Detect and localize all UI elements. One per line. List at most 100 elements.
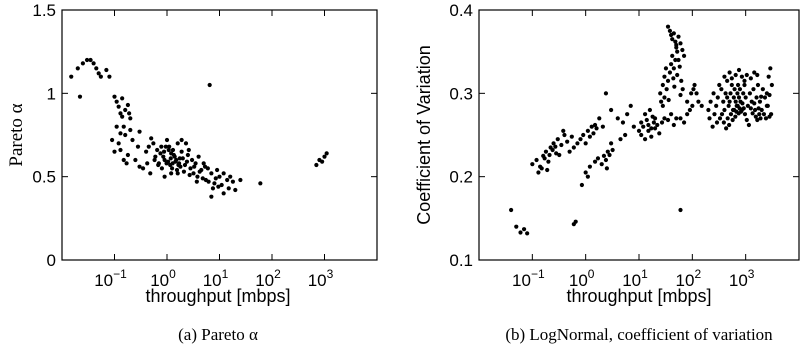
y-axis-label-a: Pareto α <box>6 103 27 166</box>
data-point-b-15 <box>551 141 556 146</box>
data-point-b-191 <box>714 120 720 125</box>
data-point-a-22 <box>121 157 126 163</box>
data-point-a-96 <box>137 129 142 134</box>
data-point-b-224 <box>748 106 753 111</box>
data-point-b-149 <box>723 91 728 96</box>
data-point-a-87 <box>192 164 197 169</box>
data-point-b-216 <box>733 72 738 78</box>
data-point-b-119 <box>660 103 665 108</box>
data-point-b-82 <box>646 128 651 133</box>
data-point-b-61 <box>615 116 620 121</box>
data-point-b-44 <box>583 170 588 175</box>
data-point-a-131 <box>175 171 180 176</box>
data-point-b-185 <box>766 74 771 79</box>
x-ticks-a: 10−1 100 101 102 103 <box>94 10 334 290</box>
data-point-a-73 <box>158 151 163 156</box>
data-point-b-111 <box>676 34 681 39</box>
data-point-b-125 <box>679 78 684 83</box>
data-point-b-107 <box>670 37 675 42</box>
data-point-a-28 <box>137 164 142 169</box>
data-point-b-148 <box>722 107 727 113</box>
data-point-b-105 <box>667 28 673 33</box>
data-point-b-4 <box>525 231 530 236</box>
data-point-a-42 <box>175 141 180 146</box>
data-point-b-22 <box>542 156 547 161</box>
data-point-a-3 <box>80 61 85 66</box>
data-point-b-6 <box>573 219 578 224</box>
data-point-b-67 <box>631 124 636 129</box>
plot-area-b <box>509 24 774 236</box>
data-point-a-2 <box>77 94 83 99</box>
data-point-b-64 <box>628 103 633 108</box>
data-point-b-229 <box>756 106 761 111</box>
data-point-a-123 <box>320 159 325 164</box>
data-point-b-48 <box>599 162 604 167</box>
caption-b: (b) LogNormal, coefficient of variation <box>505 325 773 344</box>
data-point-b-17 <box>555 137 560 142</box>
data-point-b-2 <box>518 230 523 235</box>
data-point-b-232 <box>760 87 765 92</box>
data-point-a-78 <box>169 166 175 171</box>
data-point-b-116 <box>662 95 667 100</box>
data-point-b-63 <box>625 112 630 117</box>
data-point-b-157 <box>732 87 737 92</box>
data-point-b-40 <box>591 131 596 136</box>
data-point-b-57 <box>585 174 590 179</box>
data-point-a-27 <box>133 157 138 163</box>
data-point-b-19 <box>562 132 567 138</box>
data-point-b-218 <box>739 74 745 79</box>
data-point-b-21 <box>539 166 544 171</box>
x-tick-label-a-1: 100 <box>150 267 176 290</box>
data-point-b-84 <box>652 126 658 131</box>
plot-area-a <box>69 57 329 199</box>
data-point-b-231 <box>759 94 764 99</box>
data-point-a-127 <box>183 141 189 146</box>
data-point-a-49 <box>188 166 193 171</box>
data-point-b-142 <box>711 91 716 96</box>
data-point-b-156 <box>731 95 736 100</box>
data-point-b-39 <box>589 124 594 129</box>
data-point-b-50 <box>603 157 609 163</box>
y-tick-label-b-3: 0.4 <box>449 1 473 20</box>
data-point-b-91 <box>674 116 679 121</box>
data-point-b-51 <box>605 149 610 154</box>
data-point-b-222 <box>752 70 757 75</box>
data-point-b-101 <box>673 57 678 63</box>
data-point-b-223 <box>755 72 760 78</box>
data-point-b-27 <box>557 152 562 158</box>
data-point-b-112 <box>678 41 683 46</box>
data-point-a-129 <box>169 171 174 176</box>
data-point-b-71 <box>642 112 648 117</box>
data-point-a-119 <box>230 179 235 184</box>
data-point-b-54 <box>604 166 609 171</box>
data-point-b-147 <box>721 99 726 104</box>
data-point-a-45 <box>179 149 184 154</box>
data-point-b-93 <box>660 82 665 88</box>
data-point-b-73 <box>646 122 651 128</box>
data-point-b-74 <box>647 107 652 113</box>
data-point-b-192 <box>717 116 723 121</box>
data-point-a-35 <box>162 157 167 163</box>
data-point-a-75 <box>163 144 168 149</box>
data-point-a-13 <box>114 99 119 104</box>
data-point-a-8 <box>96 71 101 76</box>
data-point-a-60 <box>209 171 214 176</box>
data-point-b-196 <box>725 116 730 121</box>
y-tick-label-b-0: 0.1 <box>449 251 473 270</box>
y-axis-label-b: Coefficient of Variation <box>414 45 434 224</box>
data-point-a-97 <box>135 144 141 149</box>
data-point-b-80 <box>639 132 644 138</box>
data-point-a-74 <box>161 154 166 159</box>
data-point-b-26 <box>553 144 558 149</box>
data-point-a-62 <box>215 167 220 173</box>
data-point-a-16 <box>120 114 125 119</box>
data-point-b-18 <box>559 142 564 148</box>
data-point-b-228 <box>755 117 760 123</box>
data-point-a-70 <box>149 136 154 141</box>
data-point-b-24 <box>547 152 552 158</box>
data-point-b-70 <box>641 124 646 129</box>
data-point-b-178 <box>759 107 764 113</box>
data-point-b-37 <box>585 128 590 133</box>
data-point-b-127 <box>678 92 683 98</box>
data-point-a-92 <box>206 179 211 184</box>
